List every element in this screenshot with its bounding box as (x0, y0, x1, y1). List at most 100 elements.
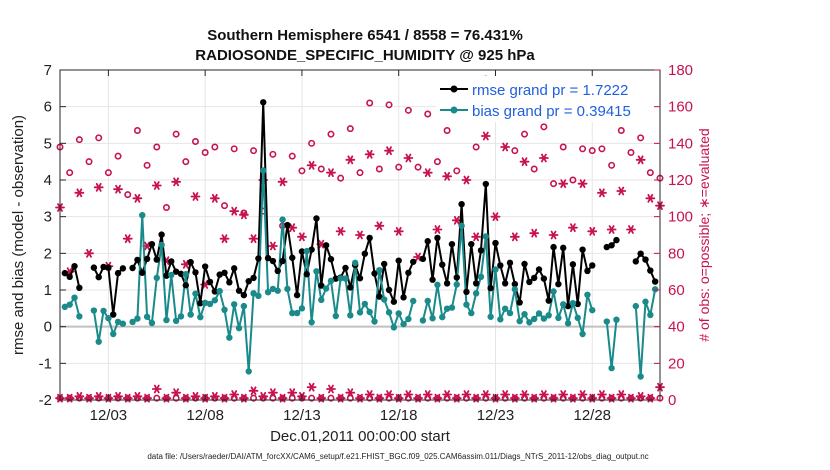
bias-point (226, 334, 233, 341)
obs-possible-marker (298, 167, 306, 175)
asterisk-stroke (579, 390, 586, 399)
obs-evaluated-marker (461, 175, 472, 185)
asterisk-stroke (357, 230, 363, 240)
obs-possible-marker (356, 169, 364, 177)
rmse-point (293, 291, 301, 299)
obs-evaluated-marker (345, 155, 356, 165)
obs-evaluated-marker (509, 232, 520, 242)
rmse-point (506, 259, 514, 267)
obs-possible-marker (114, 152, 122, 160)
obs-evaluated-marker (538, 153, 549, 163)
bias-point (395, 310, 402, 317)
obs-evaluated-marker (519, 157, 530, 167)
rmse-point (143, 255, 151, 263)
asterisk-stroke (511, 232, 518, 242)
bias-point (351, 259, 359, 267)
asterisk-stroke (328, 168, 334, 178)
asterisk-stroke (270, 241, 276, 251)
obs-evaluated-marker (238, 210, 249, 220)
obs-evaluated-marker (558, 179, 569, 189)
obs-possible-marker (414, 163, 422, 171)
obs-evaluated-marker (403, 153, 414, 163)
bias-point (511, 286, 519, 293)
rmse-point (637, 250, 644, 257)
bias-point (448, 304, 456, 311)
obs-evaluated-marker (635, 155, 646, 165)
asterisk-stroke (250, 386, 257, 396)
rmse-point (434, 234, 441, 242)
bias-point (197, 313, 204, 321)
asterisk-stroke (550, 230, 557, 240)
obs-evaluated-marker (403, 390, 414, 399)
bias-point (651, 286, 659, 293)
obs-evaluated-marker (151, 181, 162, 190)
y-right-tick-label: 40 (668, 319, 685, 336)
obs-evaluated-marker (519, 390, 530, 399)
bias-point (468, 309, 475, 317)
y-right-tick-label: 80 (668, 245, 685, 262)
obs-evaluated-marker (558, 390, 569, 399)
y-tick-label: 7 (44, 62, 52, 79)
chart-subtitle: RADIOSONDE_SPECIFIC_HUMIDITY @ 925 hPa (195, 47, 535, 64)
obs-evaluated-marker (548, 230, 559, 240)
obs-possible-marker (153, 394, 161, 402)
asterisk-stroke (308, 160, 315, 170)
rmse-point (197, 300, 204, 307)
asterisk-stroke (173, 388, 180, 398)
asterisk-stroke (540, 390, 547, 399)
asterisk-stroke (599, 188, 605, 198)
bias-point (182, 271, 190, 278)
bias-point (274, 287, 281, 294)
asterisk-stroke (289, 223, 296, 233)
bias-point (313, 268, 320, 275)
asterisk-stroke (579, 179, 586, 189)
y-right-tick-label: 140 (668, 135, 693, 152)
asterisk-stroke (192, 192, 199, 201)
bias-point (76, 313, 83, 320)
rmse-point (211, 288, 219, 295)
obs-possible-marker (559, 143, 567, 151)
rmse-point (361, 250, 369, 257)
rmse-point (322, 242, 330, 249)
bias-point (443, 305, 451, 312)
bias-point (482, 233, 490, 240)
obs-possible-marker (346, 394, 354, 402)
obs-possible-marker (608, 161, 616, 169)
asterisk-stroke (540, 153, 547, 163)
obs-possible-marker (395, 163, 403, 171)
obs-evaluated-marker (490, 212, 501, 222)
asterisk-stroke (618, 186, 625, 196)
rmse-point (255, 255, 262, 262)
rmse-point (114, 269, 122, 277)
bias-point (535, 310, 543, 317)
rmse-point (71, 262, 78, 270)
obs-evaluated-marker (209, 391, 220, 401)
asterisk-stroke (76, 391, 83, 401)
rmse-point (530, 274, 538, 282)
obs-evaluated-marker (209, 193, 220, 203)
data-file-footnote: data file: /Users/raeder/DAI/ATM_forcXX/… (147, 452, 648, 461)
y-right-tick-label: 120 (668, 172, 693, 189)
bias-point (129, 318, 136, 326)
asterisk-stroke (637, 155, 644, 165)
y-right-tick-label: 180 (668, 62, 693, 79)
rmse-point (477, 247, 485, 254)
rmse-point (230, 265, 238, 272)
obs-possible-marker (530, 165, 538, 173)
bias-point (230, 301, 238, 308)
bias-point (114, 318, 122, 326)
x-axis-label: Dec.01,2011 00:00:00 start (270, 428, 451, 445)
obs-possible-marker (375, 165, 383, 173)
rmse-point (245, 278, 252, 285)
asterisk-stroke (444, 171, 450, 181)
y-tick-label: 2 (44, 245, 52, 262)
obs-evaluated-marker (113, 391, 123, 401)
rmse-point (201, 263, 209, 270)
obs-possible-marker (75, 136, 83, 144)
asterisk-stroke (134, 391, 141, 401)
obs-evaluated-marker (345, 388, 356, 398)
asterisk-stroke (279, 177, 286, 187)
bias-point (477, 273, 485, 280)
bias-point (293, 309, 301, 317)
rmse-point (526, 278, 533, 286)
